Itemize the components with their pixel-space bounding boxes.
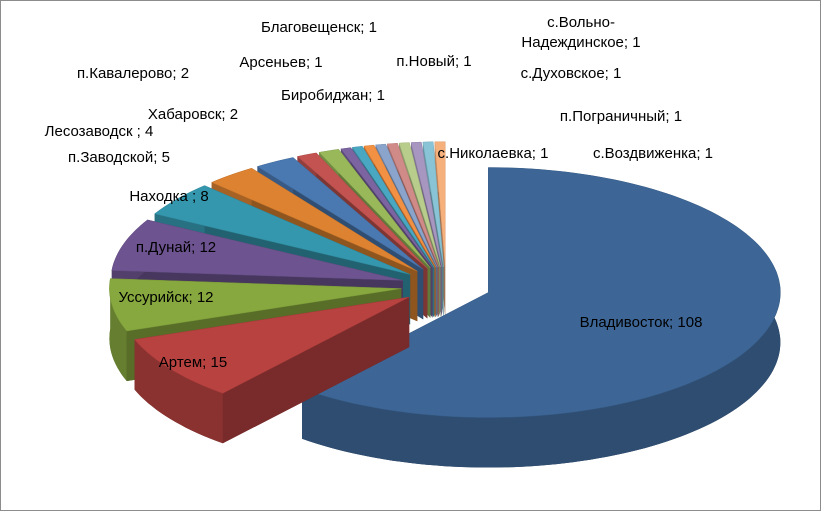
slice [109, 278, 402, 332]
slice [211, 167, 418, 272]
data-label: с.Николаевка; 1 [437, 145, 549, 162]
data-label: с.Духовское; 1 [520, 65, 622, 82]
slice [296, 152, 428, 269]
slice-rim [302, 167, 781, 468]
slice [410, 141, 443, 267]
slice [398, 142, 441, 267]
slice [375, 143, 438, 268]
data-label: Биробиджан; 1 [281, 87, 385, 104]
data-label: Находка ; 8 [129, 188, 209, 205]
data-label: п.Пограничный; 1 [559, 108, 683, 125]
data-label: Уссурийск; 12 [118, 289, 214, 306]
data-label: Арсеньев; 1 [239, 54, 323, 71]
data-label: Артем; 15 [158, 354, 228, 371]
slice [340, 147, 433, 268]
slice [134, 296, 410, 394]
slice [256, 157, 424, 270]
data-label: п.Заводской; 5 [68, 149, 170, 166]
slice [434, 141, 446, 267]
data-label: п.Кавалерово; 2 [76, 65, 190, 82]
slice-rim [134, 339, 223, 444]
slice [363, 144, 436, 268]
slice [318, 149, 431, 269]
data-label: Благовещенск; 1 [261, 19, 377, 36]
slice [386, 142, 440, 268]
data-label: Владивосток; 108 [579, 314, 703, 331]
data-label: п.Новый; 1 [396, 53, 472, 70]
slice [351, 146, 435, 268]
slice [111, 219, 403, 281]
data-label: с.Вольно-Надеждинское; 1 [521, 14, 641, 51]
data-label: с.Воздвиженка; 1 [592, 145, 714, 162]
slice [301, 167, 781, 418]
data-label: Хабаровск; 2 [147, 106, 239, 123]
slice-rim [109, 278, 127, 381]
data-label: Лесозаводск ; 4 [44, 123, 154, 140]
data-label: п.Дунай; 12 [135, 239, 217, 256]
slice [422, 141, 444, 267]
slice [154, 185, 411, 275]
